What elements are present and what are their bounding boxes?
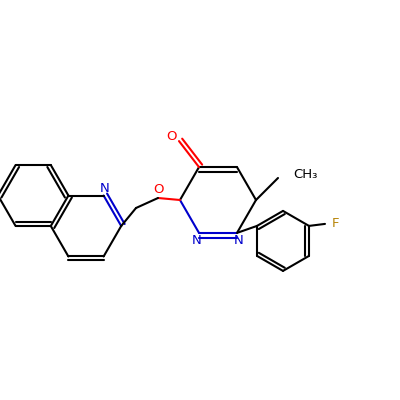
Text: O: O xyxy=(166,130,177,143)
Text: O: O xyxy=(153,183,163,196)
Text: N: N xyxy=(192,234,202,248)
Text: F: F xyxy=(332,218,340,230)
Text: N: N xyxy=(234,234,244,248)
Text: N: N xyxy=(100,182,109,195)
Text: CH₃: CH₃ xyxy=(293,168,318,181)
